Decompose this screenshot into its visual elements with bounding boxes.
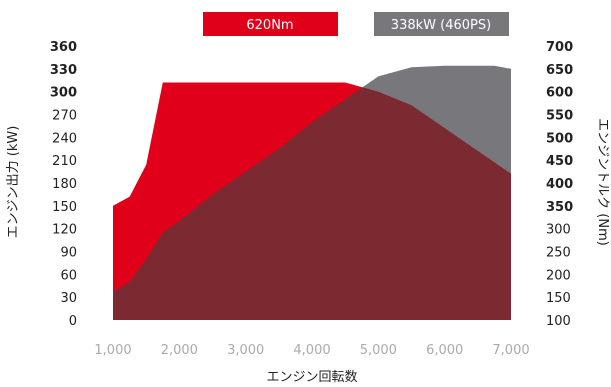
right-tick-label: 650 bbox=[546, 63, 573, 78]
left-tick-label: 330 bbox=[50, 63, 77, 78]
x-axis-title: エンジン回転数 bbox=[266, 370, 357, 385]
right-tick-label: 550 bbox=[546, 109, 573, 124]
x-tick-label: 6,000 bbox=[426, 343, 463, 358]
left-tick-label: 240 bbox=[52, 131, 77, 146]
right-tick-label: 150 bbox=[546, 291, 571, 306]
left-tick-label: 150 bbox=[52, 200, 77, 215]
x-tick-label: 5,000 bbox=[360, 343, 397, 358]
left-tick-label: 60 bbox=[60, 268, 77, 283]
right-tick-label: 300 bbox=[546, 223, 571, 238]
right-tick-label: 450 bbox=[546, 154, 573, 169]
left-tick-label: 120 bbox=[52, 223, 77, 238]
x-tick-label: 2,000 bbox=[161, 343, 198, 358]
left-tick-label: 180 bbox=[52, 177, 77, 192]
torque-badge: 620Nm bbox=[203, 12, 338, 36]
x-tick-label: 4,000 bbox=[293, 343, 330, 358]
torque-badge-label: 620Nm bbox=[246, 18, 293, 33]
left-tick-label: 300 bbox=[50, 86, 77, 101]
x-axis-ticks: 1,000 2,000 3,000 4,000 5,000 6,000 7,000 bbox=[94, 343, 529, 358]
power-badge-label: 338kW (460PS) bbox=[391, 18, 491, 33]
right-tick-label: 500 bbox=[546, 131, 573, 146]
left-tick-label: 90 bbox=[60, 246, 77, 261]
right-tick-label: 100 bbox=[546, 314, 571, 329]
power-badge: 338kW (460PS) bbox=[374, 12, 509, 36]
left-tick-label: 210 bbox=[52, 154, 77, 169]
right-tick-label: 400 bbox=[546, 177, 573, 192]
right-tick-label: 600 bbox=[546, 86, 573, 101]
left-tick-label: 30 bbox=[60, 291, 77, 306]
left-tick-label: 360 bbox=[50, 40, 77, 55]
right-axis-title: エンジントルク (Nm) bbox=[595, 118, 610, 246]
x-tick-label: 7,000 bbox=[492, 343, 529, 358]
left-tick-label: 270 bbox=[52, 109, 77, 124]
right-tick-label: 250 bbox=[546, 246, 571, 261]
x-tick-label: 1,000 bbox=[94, 343, 131, 358]
left-axis-title: エンジン出力 (kW) bbox=[6, 126, 21, 239]
right-axis-ticks: 100 150 200 250 300 350 400 450 500 550 600 650 700 bbox=[546, 40, 573, 329]
right-tick-label: 350 bbox=[546, 200, 573, 215]
overlap-area bbox=[113, 82, 511, 320]
right-tick-label: 200 bbox=[546, 268, 571, 283]
left-axis-ticks: 0 30 60 90 120 150 180 210 240 270 300 330 360 bbox=[50, 40, 77, 329]
left-tick-label: 0 bbox=[69, 314, 77, 329]
x-tick-label: 3,000 bbox=[227, 343, 264, 358]
right-tick-label: 700 bbox=[546, 40, 573, 55]
